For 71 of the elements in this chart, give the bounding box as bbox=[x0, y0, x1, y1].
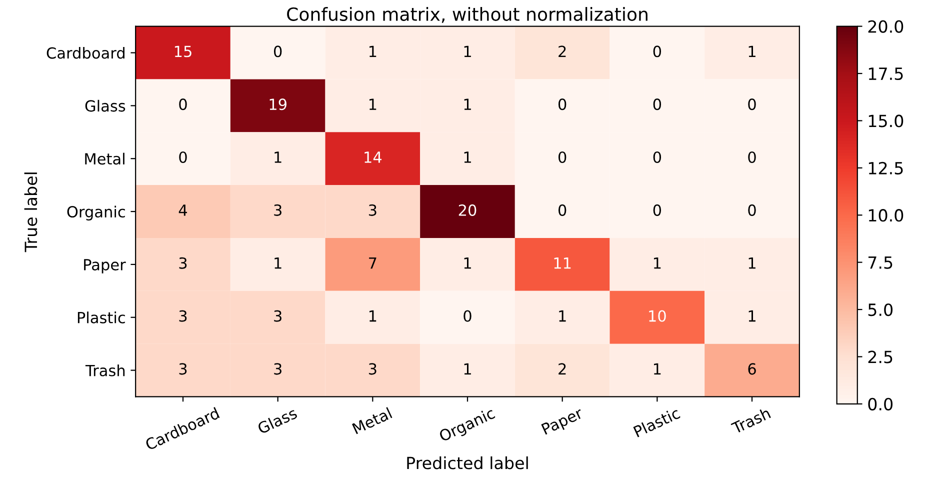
data-label: 0 bbox=[653, 98, 662, 110]
color-bar-label: 20.0 bbox=[868, 20, 904, 33]
data-label: 1 bbox=[464, 152, 471, 163]
data-label: 0 bbox=[748, 151, 756, 164]
y-tick-label: Paper bbox=[84, 259, 126, 274]
data-label: 10 bbox=[649, 310, 666, 322]
color-bar-label: 7.5 bbox=[868, 256, 892, 269]
data-label: 4 bbox=[178, 204, 187, 216]
color-bar-label: 12.5 bbox=[868, 162, 903, 174]
data-label: 0 bbox=[653, 204, 662, 216]
data-label: 0 bbox=[558, 98, 566, 110]
data-label: 19 bbox=[270, 98, 286, 110]
data-label: 0 bbox=[274, 46, 282, 58]
color-bar-label: 5.0 bbox=[868, 303, 893, 316]
data-label: 2 bbox=[558, 363, 566, 374]
data-label: 0 bbox=[558, 204, 566, 216]
data-label: 0 bbox=[653, 151, 662, 164]
data-label: 0 bbox=[748, 98, 756, 110]
data-label: 1 bbox=[464, 363, 471, 374]
data-label: 3 bbox=[179, 257, 187, 269]
color-bar-label: 15.0 bbox=[868, 114, 904, 128]
data-label: 0 bbox=[748, 204, 756, 216]
data-label: 2 bbox=[558, 46, 566, 57]
data-label: 0 bbox=[653, 46, 662, 58]
x-axis-title: Predicted label bbox=[407, 456, 528, 470]
data-label: 1 bbox=[464, 46, 471, 57]
data-label: 1 bbox=[369, 46, 376, 57]
color-bar-label: 2.5 bbox=[868, 350, 892, 364]
data-label: 3 bbox=[274, 310, 282, 322]
data-label: 3 bbox=[368, 204, 376, 216]
data-label: 3 bbox=[368, 363, 376, 375]
data-label: 1 bbox=[748, 258, 756, 269]
y-tick-label: Metal bbox=[85, 152, 124, 165]
data-label: 1 bbox=[369, 310, 376, 322]
data-label: 0 bbox=[179, 151, 187, 164]
y-tick-label: Plastic bbox=[78, 312, 125, 324]
data-label: 14 bbox=[364, 152, 382, 163]
data-label: 7 bbox=[369, 258, 376, 269]
data-label: 3 bbox=[274, 204, 282, 216]
data-label: 3 bbox=[274, 363, 282, 375]
data-label: 1 bbox=[654, 363, 661, 374]
color-bar-label: 17.5 bbox=[868, 68, 903, 80]
data-label: 1 bbox=[464, 258, 471, 269]
color-bar-label: 10.0 bbox=[868, 209, 904, 222]
data-label: 3 bbox=[179, 310, 187, 322]
data-label: 0 bbox=[179, 98, 187, 110]
x-tick-label: Paper bbox=[541, 406, 586, 438]
data-label: 1 bbox=[748, 46, 756, 57]
data-label: 1 bbox=[464, 98, 471, 110]
chart-title: Confusion matrix, without normalization bbox=[287, 7, 648, 23]
y-axis-title: True label bbox=[24, 172, 38, 252]
x-tick-label: Trash bbox=[730, 407, 771, 434]
x-tick-label: Glass bbox=[256, 406, 298, 434]
data-label: 0 bbox=[558, 151, 566, 164]
data-label: 1 bbox=[274, 152, 282, 163]
y-tick-label: Trash bbox=[85, 364, 125, 376]
y-tick-label: Cardboard bbox=[46, 46, 124, 59]
data-label: 1 bbox=[274, 258, 282, 269]
data-label: 1 bbox=[559, 310, 566, 322]
y-tick-label: Glass bbox=[85, 100, 126, 112]
color-bar-label: 0.0 bbox=[868, 398, 893, 410]
data-label: 6 bbox=[748, 363, 756, 375]
data-label: 11 bbox=[554, 258, 571, 269]
data-label: 1 bbox=[748, 310, 756, 322]
data-label: 0 bbox=[464, 310, 472, 322]
data-label: 3 bbox=[179, 363, 187, 375]
data-label: 1 bbox=[654, 258, 661, 269]
data-label: 1 bbox=[369, 98, 376, 110]
data-label: 20 bbox=[458, 204, 476, 216]
data-label: 15 bbox=[174, 46, 192, 58]
y-tick-label: Organic bbox=[67, 206, 125, 220]
